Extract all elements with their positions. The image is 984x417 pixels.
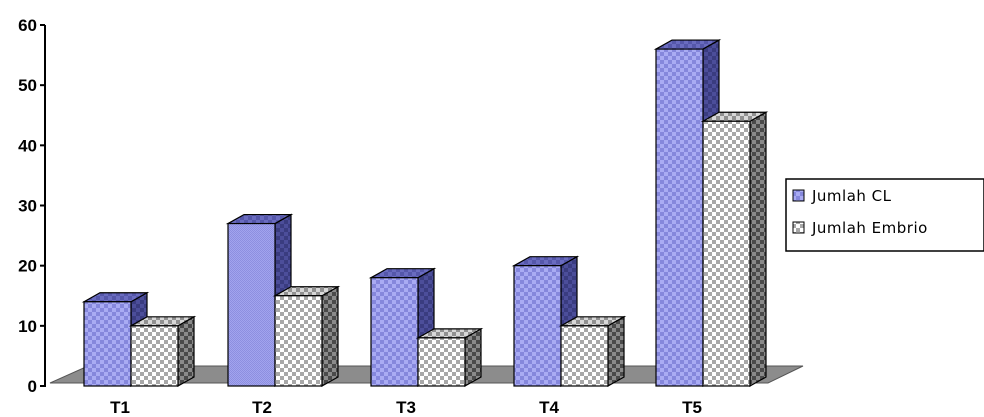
bar-t3-series-2 — [415, 327, 484, 388]
legend-swatch-jumlah-embrio — [792, 221, 805, 234]
category-label-t2: T2 — [252, 398, 272, 417]
category-label-t3: T3 — [396, 398, 416, 417]
legend: Jumlah CL Jumlah Embrio — [785, 178, 984, 252]
bar-side-face — [177, 315, 195, 388]
bar-front-face — [655, 48, 704, 387]
bar-side-face — [464, 327, 482, 388]
y-tick-label: 10 — [18, 317, 37, 336]
bar-t2-series-2 — [272, 285, 341, 388]
y-tick-label: 60 — [18, 16, 37, 35]
bar-front-face — [83, 301, 132, 387]
legend-label-jumlah-cl: Jumlah CL — [811, 187, 892, 205]
bar-front-face — [370, 277, 419, 387]
bar-side-face — [321, 285, 339, 388]
bar-front-face — [130, 325, 179, 387]
legend-box — [785, 178, 984, 252]
legend-label-jumlah-embrio: Jumlah Embrio — [811, 219, 928, 237]
bar-side-face — [607, 315, 625, 388]
bar-front-face — [274, 295, 323, 387]
category-label-t4: T4 — [539, 398, 559, 417]
bar-front-face — [560, 325, 609, 387]
bar-t4-series-2 — [558, 315, 627, 388]
category-label-t5: T5 — [682, 398, 702, 417]
bar-t5-series-2 — [700, 111, 769, 388]
bar-front-face — [513, 265, 562, 387]
bars — [81, 39, 769, 388]
y-tick-label: 40 — [18, 136, 37, 155]
bar-front-face — [417, 337, 466, 387]
y-tick-label: 0 — [28, 377, 37, 396]
bar-front-face — [227, 222, 276, 387]
bar-side-face — [749, 111, 767, 388]
category-labels: T1 T2 T3 T4 T5 — [110, 398, 702, 417]
y-tick-label: 50 — [18, 76, 37, 95]
category-label-t1: T1 — [110, 398, 130, 417]
y-axis: 0 10 20 30 40 50 60 — [18, 16, 46, 396]
y-tick-label: 30 — [18, 197, 37, 216]
legend-swatch-jumlah-cl — [792, 189, 805, 202]
bar-t1-series-2 — [128, 315, 197, 388]
y-tick-label: 20 — [18, 257, 37, 276]
bar-front-face — [702, 120, 751, 387]
